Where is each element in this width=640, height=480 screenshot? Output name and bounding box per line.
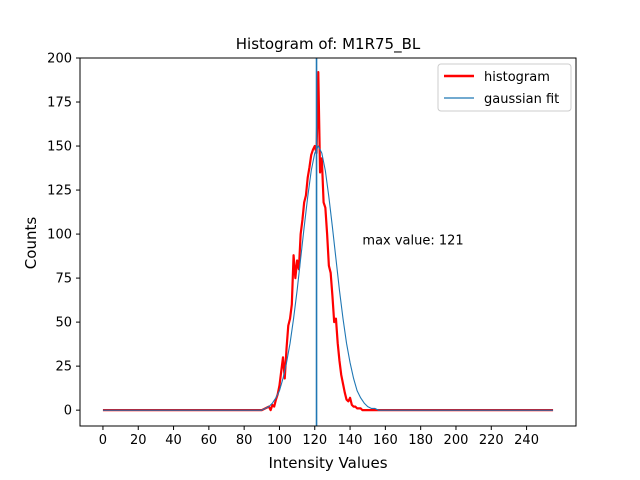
y-tick-label: 125 [47, 184, 72, 199]
x-tick-label: 220 [479, 433, 504, 448]
x-tick-label: 240 [514, 433, 539, 448]
y-tick-label: 0 [64, 404, 72, 419]
axes-frame [79, 57, 577, 427]
series-line-gaussian-fit [102, 145, 554, 411]
axes: 0 20 40 60 80 100 120 140 160 180 200 220 240 0 25 50 75… [47, 52, 577, 448]
y-tick-label: 25 [55, 360, 72, 375]
y-tick-label: 200 [47, 52, 72, 67]
series-line-histogram [102, 70, 554, 412]
x-tick-label: 200 [444, 433, 469, 448]
x-tick-label: 60 [201, 433, 218, 448]
legend: histogram gaussian fit [437, 63, 572, 112]
x-tick-label: 100 [267, 433, 292, 448]
x-tick-label: 180 [408, 433, 433, 448]
y-tick-label: 75 [55, 272, 72, 287]
x-tick-label: 40 [165, 433, 182, 448]
x-tick-label: 0 [99, 433, 107, 448]
y-axis-label: Counts [22, 217, 40, 270]
x-tick-label: 80 [236, 433, 253, 448]
y-tick-label: 50 [55, 316, 72, 331]
max-value-annotation: max value: 121 [362, 233, 463, 248]
legend-label-histogram: histogram [484, 70, 550, 85]
y-tick-label: 100 [47, 228, 72, 243]
x-axis-label: Intensity Values [268, 454, 387, 472]
chart-title: Histogram of: M1R75_BL [236, 35, 421, 54]
x-tick-label: 140 [338, 433, 363, 448]
x-tick-label: 20 [130, 433, 147, 448]
plot-area [102, 58, 554, 426]
x-tick-label: 120 [302, 433, 327, 448]
x-tick-label: 160 [373, 433, 398, 448]
y-tick-label: 175 [47, 96, 72, 111]
legend-label-gaussian-fit: gaussian fit [484, 92, 559, 107]
y-tick-label: 150 [47, 140, 72, 155]
